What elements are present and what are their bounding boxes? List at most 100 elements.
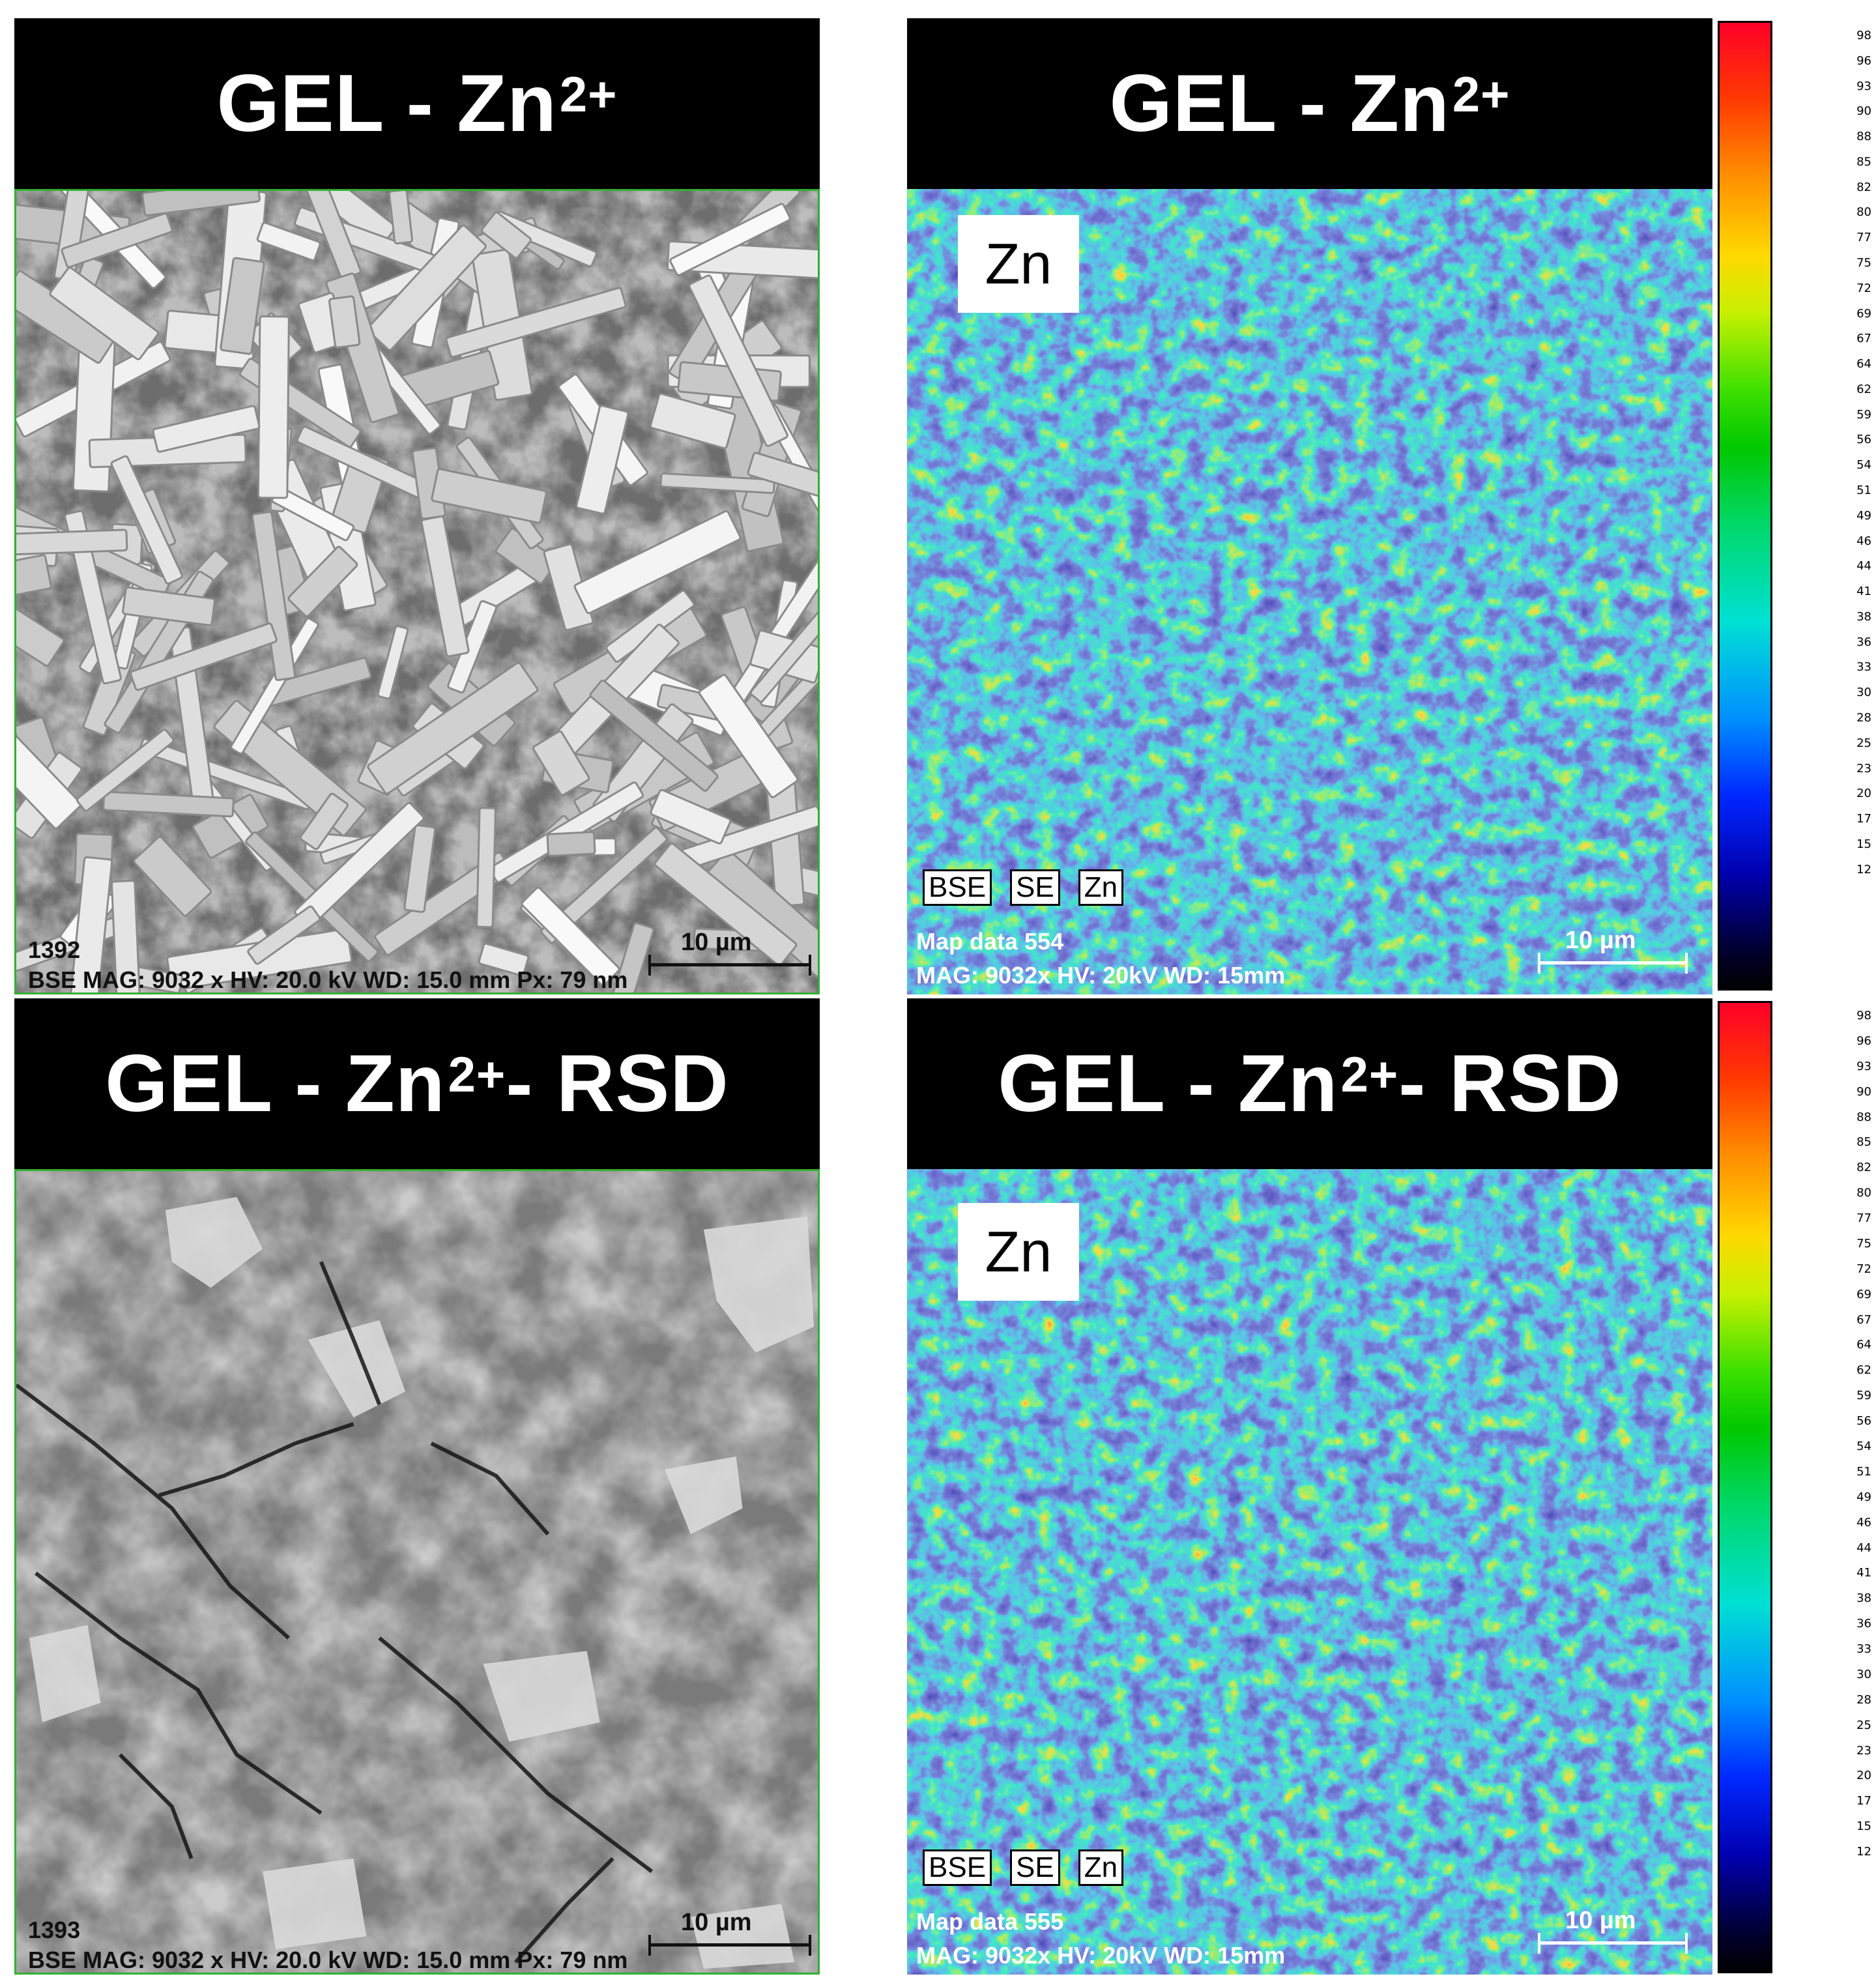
- crystal-rod: [377, 625, 409, 700]
- map-scale-label: 10 µm: [1565, 927, 1636, 954]
- title-main: GEL - Zn: [105, 1039, 446, 1129]
- colorbar-tick-label: 41: [1856, 1566, 1871, 1580]
- colorbar-tick-label: 93: [1856, 79, 1871, 93]
- colorbar-tick-label: 25: [1856, 1718, 1871, 1732]
- colorbar-tick-label: 17: [1856, 1794, 1871, 1808]
- map-data-label: Map data 555: [916, 1908, 1064, 1935]
- legend-zn: Zn: [1078, 1849, 1124, 1886]
- colorbar-tick-label: 33: [1856, 660, 1871, 674]
- colorbar-tick-label: 62: [1856, 1363, 1871, 1378]
- colorbar-tick-label: 72: [1856, 281, 1871, 295]
- crystal-rod: [403, 824, 436, 913]
- colorbar-tick-label: 75: [1856, 256, 1871, 270]
- title-superscript: 2+: [448, 1047, 506, 1103]
- colorbar-tick-label: 82: [1856, 1161, 1871, 1175]
- crystal-rod: [122, 586, 216, 626]
- colorbar-tick-label: 80: [1856, 1186, 1871, 1200]
- crystal-rod: [654, 843, 798, 966]
- crystal-rod: [328, 295, 361, 349]
- panel-title-top-right: GEL - Zn 2+: [907, 18, 1712, 189]
- colorbar-tick-label: 56: [1856, 433, 1871, 447]
- crystal-rod: [152, 405, 261, 453]
- element-label-zn: Zn: [958, 215, 1079, 313]
- colorbar-tick-label: 98: [1856, 1009, 1871, 1022]
- colorbar-tick-label: 17: [1856, 812, 1871, 826]
- map-scale-bar: [1538, 1933, 1688, 1954]
- crystal-rod: [476, 807, 497, 929]
- colorbar-top: [1718, 21, 1772, 991]
- crystal-rod: [420, 515, 470, 658]
- colorbar-tick-label: 80: [1856, 205, 1871, 220]
- sem-scale-bar: [648, 955, 811, 976]
- crystal-rod: [747, 452, 818, 509]
- crystal-rod: [575, 405, 629, 515]
- crystal-rod: [698, 674, 799, 798]
- colorbar-tick-label: 49: [1856, 1490, 1871, 1504]
- colorbar-ticks-top: 98 96 93 90 88 85 82 80 77 75 72 69 67 64 62 59 56 54 51 49…: [1832, 21, 1871, 991]
- zn-distribution-map: [907, 189, 1712, 994]
- colorbar-tick-label: 69: [1856, 306, 1871, 321]
- colorbar-tick-label: 59: [1856, 407, 1871, 422]
- crystal-rod: [111, 880, 143, 992]
- colorbar-tick-label: 38: [1856, 1591, 1871, 1606]
- crystal-rod: [102, 790, 235, 818]
- colorbar-tick-label: 88: [1856, 1110, 1871, 1124]
- crystal-rod: [64, 510, 122, 685]
- colorbar-tick-label: 85: [1856, 154, 1871, 169]
- crystal-rod: [110, 455, 183, 585]
- colorbar-tick-label: 23: [1856, 1743, 1871, 1758]
- sem-footer-metadata: BSE MAG: 9032 x HV: 20.0 kV WD: 15.0 mm …: [28, 966, 628, 993]
- sem-scale-bar: [648, 1935, 811, 1956]
- panel-title-bottom-left: GEL - Zn 2+ - RSD: [14, 998, 820, 1169]
- title-superscript: 2+: [559, 66, 618, 123]
- colorbar-tick-label: 67: [1856, 1312, 1871, 1327]
- map-scale-bar: [1538, 953, 1688, 974]
- colorbar-tick-label: 90: [1856, 104, 1871, 119]
- crystal-rod: [445, 287, 627, 358]
- element-label-zn: Zn: [958, 1203, 1079, 1301]
- colorbar-tick-label: 44: [1856, 559, 1871, 573]
- colorbar-tick-label: 67: [1856, 332, 1871, 346]
- colorbar-tick-label: 77: [1856, 1211, 1871, 1226]
- colorbar-tick-label: 64: [1856, 357, 1871, 371]
- legend-se: SE: [1010, 1849, 1060, 1886]
- crystal-rod: [431, 468, 547, 524]
- colorbar-tick-label: 88: [1856, 130, 1871, 144]
- colorbar-tick-label: 25: [1856, 736, 1871, 750]
- title-main: GEL - Zn: [216, 59, 557, 149]
- colorbar-tick-label: 28: [1856, 1692, 1871, 1707]
- colorbar-tick-label: 59: [1856, 1389, 1871, 1403]
- legend-bse: BSE: [923, 1849, 992, 1886]
- sem-scale-label: 10 µm: [681, 1909, 752, 1936]
- crystal-rod: [532, 730, 590, 796]
- crystal-rod: [388, 191, 413, 245]
- crystal-rod: [366, 224, 487, 351]
- colorbar-tick-label: 82: [1856, 180, 1871, 194]
- crystal-rod: [16, 554, 52, 599]
- crystal-rod: [49, 267, 159, 360]
- colorbar-tick-label: 72: [1856, 1262, 1871, 1276]
- map-footer-metadata: MAG: 9032x HV: 20kV WD: 15mm: [916, 962, 1286, 989]
- sem-image-id: 1392: [28, 936, 81, 963]
- colorbar-tick-label: 51: [1856, 484, 1871, 497]
- title-main: GEL - Zn: [998, 1039, 1338, 1129]
- map-footer-metadata: MAG: 9032x HV: 20kV WD: 15mm: [916, 1942, 1286, 1969]
- crystal-rod: [749, 600, 818, 703]
- crystal-rod: [16, 529, 128, 557]
- title-suffix: - RSD: [506, 1039, 729, 1129]
- crystal-rod: [141, 191, 261, 216]
- colorbar-ticks-bottom: 98 96 93 90 88 85 82 80 77 75 72 69 67 64 62 59 56 54 51 49…: [1832, 1001, 1871, 1973]
- sem-footer-metadata: BSE MAG: 9032 x HV: 20.0 kV WD: 15.0 mm …: [28, 1947, 628, 1973]
- colorbar-tick-label: 69: [1856, 1287, 1871, 1301]
- colorbar-tick-label: 75: [1856, 1236, 1871, 1251]
- colorbar-tick-label: 23: [1856, 761, 1871, 775]
- colorbar-tick-label: 51: [1856, 1464, 1871, 1479]
- title-suffix: - RSD: [1398, 1039, 1622, 1129]
- colorbar-tick-label: 85: [1856, 1135, 1871, 1150]
- map-scale-label: 10 µm: [1565, 1907, 1636, 1934]
- colorbar-tick-label: 30: [1856, 1667, 1871, 1681]
- colorbar-tick-label: 46: [1856, 1515, 1871, 1529]
- zn-distribution-map: [907, 1169, 1712, 1975]
- crystal-rod: [256, 222, 321, 261]
- eds-map-bottom: Zn BSE SE Zn Map data 555 MAG: 9032x HV:…: [907, 1169, 1712, 1975]
